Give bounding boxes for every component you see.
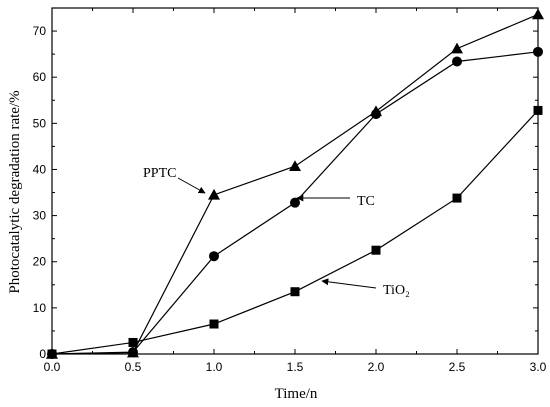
square-marker bbox=[209, 319, 219, 329]
y-tick-label: 60 bbox=[33, 70, 47, 84]
y-tick-label: 40 bbox=[33, 162, 47, 176]
circle-series-label: TC bbox=[357, 194, 375, 209]
x-tick-label: 0.0 bbox=[44, 360, 61, 374]
square-marker bbox=[47, 349, 57, 359]
axes bbox=[51, 7, 539, 355]
circle-marker bbox=[452, 56, 462, 67]
triangle-series-callout-arrow bbox=[177, 177, 206, 194]
y-tick-label: 20 bbox=[33, 255, 47, 269]
triangle-series-label: PPTC bbox=[143, 166, 176, 181]
y-tick-label: 30 bbox=[33, 209, 47, 223]
y-tick-label: 50 bbox=[33, 116, 47, 130]
square-series-callout-arrow bbox=[321, 278, 377, 289]
square-marker bbox=[128, 337, 138, 347]
x-tick-label: 3.0 bbox=[530, 360, 547, 374]
circle-marker bbox=[128, 347, 138, 358]
square-marker bbox=[533, 105, 543, 115]
square-marker bbox=[452, 193, 462, 203]
x-tick-label: 1.0 bbox=[206, 360, 223, 374]
x-tick-label: 2.5 bbox=[449, 360, 466, 374]
x-tick-label: 2.0 bbox=[368, 360, 385, 374]
circle-series bbox=[47, 46, 543, 359]
square-series-label: TiO₂ bbox=[383, 283, 410, 298]
triangle-marker bbox=[208, 188, 220, 200]
axis-ticks: 0.0 0.5 1.0 1.5 2.0 2.5 3.0 0 10 20 30 40 50 60 70 bbox=[33, 8, 547, 374]
triangle-marker bbox=[289, 160, 301, 172]
series-labels: PPTC TC TiO₂ bbox=[143, 166, 410, 298]
y-tick-label: 10 bbox=[33, 301, 47, 315]
triangle-marker bbox=[532, 8, 544, 20]
square-series bbox=[47, 105, 543, 359]
circle-marker bbox=[290, 197, 300, 208]
plot-frame bbox=[51, 7, 539, 355]
y-tick-label: 0 bbox=[39, 347, 46, 361]
triangle-series-line bbox=[51, 13, 539, 355]
x-tick-label: 0.5 bbox=[125, 360, 142, 374]
series-layer bbox=[46, 8, 544, 359]
triangle-series bbox=[46, 8, 544, 359]
y-axis-title: Photocatalytic degradation rate/% bbox=[7, 90, 23, 293]
triangle-marker bbox=[451, 42, 463, 54]
circle-marker bbox=[371, 109, 381, 120]
y-tick-label: 70 bbox=[33, 24, 47, 38]
square-series-line bbox=[51, 110, 539, 355]
x-axis-title: Time/n bbox=[275, 386, 318, 402]
square-marker bbox=[371, 245, 381, 255]
square-marker bbox=[290, 287, 300, 297]
circle-marker bbox=[533, 46, 543, 57]
x-tick-label: 1.5 bbox=[287, 360, 304, 374]
circle-marker bbox=[209, 251, 219, 262]
